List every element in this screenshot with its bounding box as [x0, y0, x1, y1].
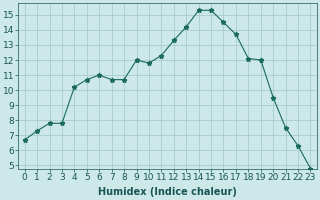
X-axis label: Humidex (Indice chaleur): Humidex (Indice chaleur)	[98, 187, 237, 197]
